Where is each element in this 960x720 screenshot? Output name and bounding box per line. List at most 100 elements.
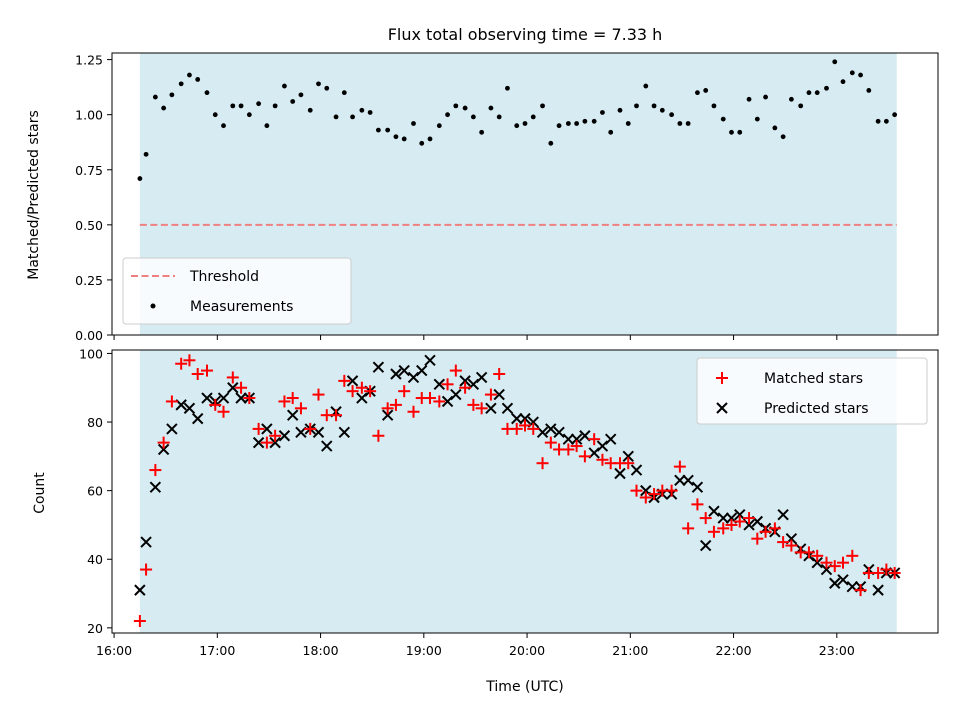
matched-point [673,460,686,473]
measurement-point [195,77,201,82]
legend-predicted-swatch [716,402,728,414]
measurement-point [316,81,321,87]
matched-point [639,491,652,504]
measurement-point [187,72,192,78]
matched-point [260,436,273,449]
legend-matched-label: Matched stars [764,371,863,387]
predicted-point [872,584,884,596]
y-tick-label: 0.00 [75,328,103,343]
measurement-point [780,134,786,140]
measurement-point [832,59,838,65]
measurement-point [840,79,846,85]
measurement-point [591,118,597,124]
matched-point [364,385,377,398]
matched-point [846,549,859,562]
predicted-point [811,556,823,569]
measurement-point [651,103,657,109]
measurement-point [677,121,683,126]
measurement-point [333,114,339,120]
measurement-point [272,103,278,109]
measurement-point [488,105,494,111]
measurement-point [711,103,717,109]
count-panel: 20 40 60 80 100 16:00 17:00 18:00 19:00 20:00 21:… [32,346,939,695]
count-points [133,354,901,627]
y-tick-label: 1.25 [75,53,103,68]
matched-point [209,398,222,411]
measurement-point [479,129,485,135]
measurement-point [720,116,726,122]
matched-point [888,566,901,579]
measurement-point [221,123,226,129]
predicted-point [475,371,488,384]
count-legend: Matched stars Predicted stars [696,357,928,425]
matched-point [717,522,730,535]
matched-point [467,398,480,411]
matched-point [743,512,756,525]
matched-point [294,402,307,415]
predicted-point [519,412,531,425]
predicted-point [459,375,471,387]
y-tick-label: 60 [87,484,103,499]
measurement-point [522,121,528,126]
predicted-point [450,388,462,401]
x-tick-label: 20:00 [509,643,545,658]
measurement-point [634,103,639,109]
y-tick-label: 1.00 [75,108,103,123]
matched-point [707,525,720,538]
y-tick-label: 40 [87,552,103,567]
measurement-point [875,118,881,124]
predicted-point [381,409,394,421]
measurement-point [530,114,536,120]
ratio-y-ticks: 0.00 0.25 0.50 0.75 1.00 1.25 [75,53,112,343]
predicted-point [630,464,643,476]
measurement-point [883,118,889,124]
matched-point [493,368,506,381]
predicted-point [553,426,565,439]
measurement-point [505,85,510,91]
matched-point [682,522,695,535]
measurement-point [514,123,520,129]
measurement-points [137,59,898,181]
measurement-point [608,129,614,135]
measurement-point [445,112,450,118]
measurement-point [462,105,468,111]
measurement-point [256,101,262,107]
measurement-point [290,99,296,104]
measurement-point [496,114,502,120]
predicted-point [346,375,359,387]
measurement-point [746,96,752,102]
measurement-point [401,136,407,142]
matched-point [588,433,601,446]
matched-point [630,484,643,497]
matched-point [398,385,411,398]
matched-point [665,484,678,497]
measurement-point [246,112,252,118]
chart-title: Flux total observing time = 7.33 h [388,25,663,44]
x-tick-label: 23:00 [819,643,855,658]
measurement-point [137,176,143,181]
ratio-y-axis-label: Matched/Predicted stars [26,110,42,280]
matched-point [596,453,609,466]
measurement-point [367,110,373,115]
measurement-point [582,118,588,124]
predicted-point [217,392,230,404]
matched-point [424,392,437,405]
predicted-point [699,539,712,552]
predicted-point [511,412,523,425]
measurement-point [625,121,631,126]
measurement-point [350,114,355,120]
matched-point [449,364,462,377]
predicted-point [261,423,273,435]
measurement-point [419,140,425,146]
count-y-axis-label: Count [32,472,48,514]
predicted-point [837,574,849,586]
matched-point [304,422,317,435]
matched-point [433,395,446,408]
predicted-point [134,584,146,596]
matched-point [157,436,170,449]
predicted-point [614,467,626,480]
count-legend-box [696,357,928,425]
measurement-point [178,81,184,87]
matched-point [381,402,394,415]
